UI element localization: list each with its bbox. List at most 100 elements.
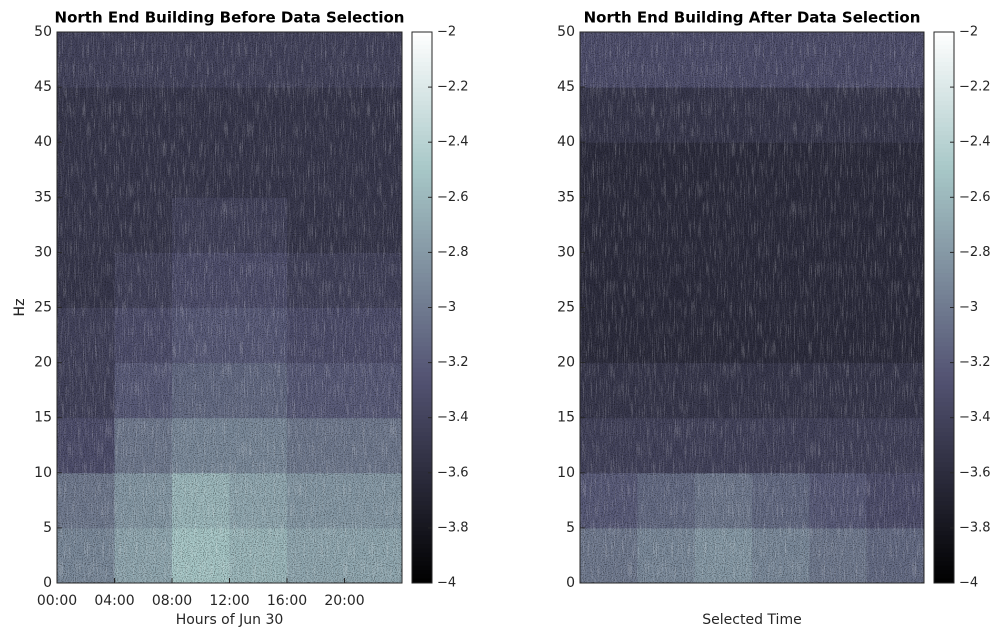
colorbar-swatch bbox=[412, 574, 432, 580]
colorbar-swatch bbox=[934, 225, 954, 231]
colorbar-swatch bbox=[412, 143, 432, 149]
y-tick-label: 35 bbox=[34, 189, 52, 205]
y-tick-label: 40 bbox=[34, 134, 52, 150]
colorbar-swatch bbox=[934, 527, 954, 532]
colorbar-tick-label: −2.4 bbox=[959, 135, 991, 150]
colorbar-swatch bbox=[412, 238, 432, 244]
colorbar-swatch bbox=[412, 247, 432, 253]
colorbar-tick-label: −3.2 bbox=[437, 355, 469, 370]
colorbar-swatch bbox=[934, 113, 954, 119]
colorbar-swatch bbox=[412, 384, 432, 390]
colorbar-swatch bbox=[934, 397, 954, 403]
colorbar-swatch bbox=[934, 389, 954, 395]
colorbar-swatch bbox=[412, 126, 432, 132]
colorbar-swatch bbox=[412, 453, 432, 459]
colorbar-swatch bbox=[934, 126, 954, 132]
colorbar-swatch bbox=[934, 109, 954, 115]
colorbar-tick-label: −2.4 bbox=[437, 135, 469, 150]
colorbar-swatch bbox=[934, 191, 954, 197]
colorbar-swatch bbox=[934, 458, 954, 463]
colorbar-swatch bbox=[412, 79, 432, 85]
y-tick-label: 25 bbox=[557, 300, 575, 316]
colorbar-swatch bbox=[934, 208, 954, 214]
colorbar-swatch bbox=[412, 346, 432, 352]
colorbar-swatch bbox=[934, 363, 954, 369]
y-tick-label: 35 bbox=[557, 189, 575, 205]
colorbar-swatch bbox=[412, 57, 432, 63]
colorbar-swatch bbox=[934, 501, 954, 507]
colorbar-swatch bbox=[412, 242, 432, 248]
colorbar-swatch bbox=[412, 359, 432, 364]
y-tick-label: 10 bbox=[34, 465, 52, 481]
colorbar-swatch bbox=[934, 135, 954, 141]
colorbar-swatch bbox=[934, 143, 954, 149]
colorbar-swatch bbox=[412, 341, 432, 347]
colorbar-swatch bbox=[412, 393, 432, 399]
colorbar-swatch bbox=[934, 453, 954, 459]
colorbar-swatch bbox=[934, 320, 954, 326]
texture-speckle bbox=[57, 32, 402, 583]
colorbar-swatch bbox=[934, 337, 954, 343]
colorbar-swatch bbox=[412, 505, 432, 511]
colorbar-swatch bbox=[934, 505, 954, 511]
colorbar-swatch bbox=[934, 548, 954, 554]
colorbar-tick-label: −3 bbox=[437, 300, 456, 315]
colorbar-swatch bbox=[934, 307, 954, 313]
colorbar-swatch bbox=[934, 462, 954, 468]
colorbar-swatch bbox=[934, 522, 954, 528]
colorbar-swatch bbox=[934, 466, 954, 472]
colorbar-swatch bbox=[412, 294, 432, 300]
colorbar-swatch bbox=[934, 57, 954, 63]
colorbar-swatch bbox=[412, 161, 432, 166]
colorbar-swatch bbox=[412, 578, 432, 584]
colorbar-swatch bbox=[412, 303, 432, 308]
colorbar-swatch bbox=[412, 436, 432, 442]
colorbar-swatch bbox=[412, 527, 432, 532]
colorbar-swatch bbox=[412, 535, 432, 541]
colorbar-swatch bbox=[934, 329, 954, 334]
colorbar-swatch bbox=[412, 522, 432, 528]
colorbar-swatch bbox=[412, 514, 432, 519]
colorbar-swatch bbox=[412, 273, 432, 278]
colorbar-swatch bbox=[934, 100, 954, 106]
colorbar-tick-label: −2.8 bbox=[959, 245, 991, 260]
colorbar-swatch bbox=[934, 346, 954, 352]
colorbar-swatch bbox=[412, 113, 432, 119]
y-tick-label: 15 bbox=[34, 410, 52, 426]
colorbar-swatch bbox=[412, 49, 432, 55]
colorbar-swatch bbox=[412, 118, 432, 123]
colorbar-swatch bbox=[934, 96, 954, 102]
y-tick-label: 20 bbox=[557, 355, 575, 371]
colorbar-swatch bbox=[412, 277, 432, 283]
colorbar-tick-label: −3.6 bbox=[959, 465, 991, 480]
colorbar-swatch bbox=[412, 496, 432, 502]
colorbar-swatch bbox=[412, 174, 432, 179]
colorbar-swatch bbox=[412, 402, 432, 408]
colorbar-swatch bbox=[412, 100, 432, 106]
colorbar-swatch bbox=[412, 105, 432, 110]
colorbar-swatch bbox=[934, 531, 954, 537]
colorbar-swatch bbox=[412, 337, 432, 343]
colorbar-swatch bbox=[412, 539, 432, 545]
colorbar-swatch bbox=[412, 501, 432, 507]
y-tick-label: 45 bbox=[557, 79, 575, 95]
y-axis-label: Hz bbox=[12, 299, 28, 317]
colorbar-swatch bbox=[412, 316, 432, 321]
colorbar-swatch bbox=[412, 165, 432, 171]
colorbar-swatch bbox=[934, 570, 954, 575]
colorbar-swatch bbox=[412, 255, 432, 261]
colorbar-swatch bbox=[934, 247, 954, 253]
colorbar-tick-label: −2.6 bbox=[959, 190, 991, 205]
colorbar-swatch bbox=[412, 440, 432, 446]
y-tick-label: 20 bbox=[34, 355, 52, 371]
colorbar-swatch bbox=[412, 221, 432, 227]
colorbar-swatch bbox=[412, 432, 432, 438]
colorbar-swatch bbox=[934, 199, 954, 205]
colorbar-tick-label: −4 bbox=[437, 576, 456, 591]
x-tick-label: 08:00 bbox=[152, 593, 192, 609]
colorbar-swatch bbox=[412, 466, 432, 472]
colorbar-swatch bbox=[412, 307, 432, 313]
colorbar-swatch bbox=[412, 40, 432, 46]
colorbar-swatch bbox=[934, 161, 954, 166]
colorbar-swatch bbox=[412, 169, 432, 175]
